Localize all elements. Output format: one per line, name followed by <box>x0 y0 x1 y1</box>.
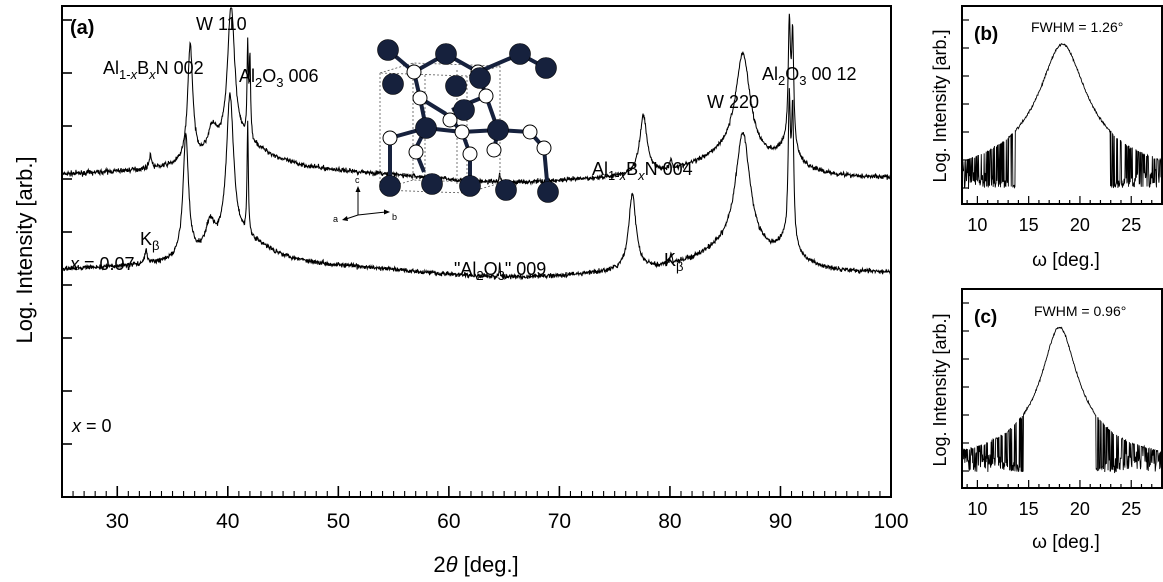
light-atom <box>412 90 428 106</box>
x-tick-label: 10 <box>967 499 987 519</box>
light-atom <box>454 124 470 140</box>
dark-atom <box>487 119 509 141</box>
panel-a-x-ticks <box>61 486 892 497</box>
x-tick-label: 30 <box>106 510 129 533</box>
dark-atom <box>537 181 559 203</box>
annotation-al2o3-00-12: Al2O3 00 12 <box>762 64 857 88</box>
panel-b-label: (b) <box>974 24 998 45</box>
panel-c-x-axis-label: ω [deg.] <box>1032 532 1100 553</box>
panel-b-x-axis-label: ω [deg.] <box>1032 250 1100 271</box>
annotation-al2o3-009: "Al2O3" 009 <box>454 259 546 283</box>
dark-atom <box>382 73 404 95</box>
x-tick-label: 15 <box>1019 215 1039 235</box>
sub-1-x: 1-x <box>119 67 138 82</box>
light-atom <box>406 64 422 80</box>
rocking-curve-line <box>961 42 1163 189</box>
x-tick-label: 100 <box>873 510 908 533</box>
panel-c-label: (c) <box>974 307 997 328</box>
dark-atom <box>469 67 491 89</box>
panel-a-y-ticks <box>62 19 72 498</box>
panel-c-y-axis-label: Log. Intensity [arb.] <box>930 313 950 466</box>
panel-c-fwhm: FWHM = 0.96° <box>1034 303 1126 319</box>
axis-a-arrowhead <box>342 216 348 221</box>
x-tick-label: 15 <box>1019 499 1039 519</box>
panel-c-rocking-curve: 10 15 20 25 <box>961 302 1163 519</box>
panel-c-frame <box>961 288 1163 489</box>
annotation-albn-002: Al1-xBxN 002 <box>103 58 204 82</box>
x-tick-label: 20 <box>1070 215 1090 235</box>
axis-b-label: b <box>392 212 397 222</box>
rocking-curve-line <box>961 326 1162 474</box>
dark-atom <box>421 173 443 195</box>
light-atom <box>486 142 502 158</box>
dark-atom <box>459 175 481 197</box>
crystal-structure-inset <box>377 39 559 203</box>
panel-a-y-axis-label: Log. Intensity [arb.] <box>12 156 37 343</box>
axis-b-arrow <box>357 211 387 216</box>
annotation-kbeta-2: Kβ <box>664 250 684 274</box>
annotation-kbeta-1: Kβ <box>140 229 160 253</box>
x-tick-label: 80 <box>658 510 681 533</box>
annotation-w-220: W 220 <box>707 92 759 112</box>
dark-atom <box>379 175 401 197</box>
dark-atom <box>535 57 557 79</box>
light-atom <box>522 124 538 140</box>
annotation-w-110: W 110 <box>196 14 247 34</box>
panel-a-label: (a) <box>70 17 94 39</box>
dark-atom <box>435 43 457 65</box>
panel-c: 10 15 20 25 (c) FWHM = 0.96° Log. Intensity… <box>930 288 1163 553</box>
x-tick-label: 60 <box>437 510 460 533</box>
panel-b-fwhm: FWHM = 1.26° <box>1031 19 1123 35</box>
x-tick-label: 10 <box>967 215 987 235</box>
panel-a: 30 40 50 60 70 80 90 100 (a) Log. Intensity [ar… <box>12 5 909 577</box>
light-atom <box>462 146 478 162</box>
light-atom <box>478 88 494 104</box>
panel-b-frame <box>961 5 1163 205</box>
panel-a-x-tick-labels: 30 40 50 60 70 80 90 100 <box>106 510 909 533</box>
panel-b: 10 15 20 25 (b) FWHM = 1.26° Log. Intensity… <box>930 5 1163 271</box>
dark-atom <box>445 75 467 97</box>
light-atom <box>408 144 424 160</box>
x-tick-label: 40 <box>216 510 239 533</box>
x-tick-label: 70 <box>548 510 571 533</box>
x-tick-label: 25 <box>1121 499 1141 519</box>
annotation-al2o3-006: Al2O3 006 <box>239 66 319 90</box>
dark-atom <box>495 179 517 201</box>
x-tick-label: 20 <box>1070 499 1090 519</box>
annotation-albn-004: Al1-xBxN 004 <box>592 159 693 183</box>
series-x0-line <box>61 88 892 281</box>
panel-a-series <box>61 7 892 281</box>
axis-c-label: c <box>355 175 360 185</box>
dark-atom <box>415 117 437 139</box>
series-label-x007: x = 0.07 <box>69 254 135 274</box>
axis-a-label: a <box>333 214 338 224</box>
panel-a-x-axis-label: 2θ [deg.] <box>433 552 518 577</box>
axis-b-arrowhead <box>384 209 390 215</box>
dark-atom <box>377 39 399 61</box>
crystal-axis-triad: a b c <box>333 175 397 224</box>
x-tick-label: 50 <box>327 510 350 533</box>
panel-b-rocking-curve: 10 15 20 25 <box>961 19 1163 235</box>
x-tick-label: 90 <box>769 510 792 533</box>
light-atom <box>382 130 398 146</box>
panel-a-frame <box>61 5 892 498</box>
panel-b-y-axis-label: Log. Intensity [arb.] <box>930 29 950 182</box>
x-axis-theta: θ <box>446 552 458 577</box>
dark-atom <box>453 99 475 121</box>
x-tick-label: 25 <box>1121 215 1141 235</box>
light-atom <box>442 112 458 128</box>
axis-c-arrowhead <box>355 186 361 192</box>
dark-atom <box>509 43 531 65</box>
series-label-x0: x = 0 <box>71 416 112 436</box>
axis-a-arrow <box>345 214 359 220</box>
light-atom <box>536 140 552 156</box>
